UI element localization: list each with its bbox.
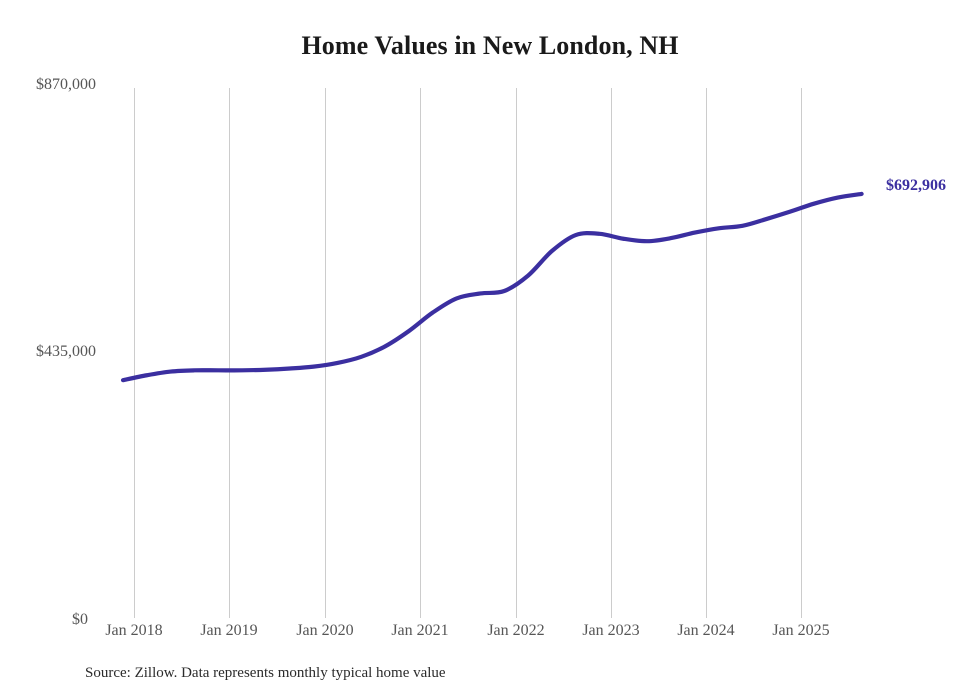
- x-axis-label-jan-2023: Jan 2023: [582, 622, 640, 639]
- x-axis-label-jan-2024: Jan 2024: [677, 622, 735, 639]
- x-axis-label-jan-2021: Jan 2021: [391, 622, 449, 639]
- page-title: Home Values in New London, NH: [301, 31, 679, 60]
- endpoint-value-annotation: $692,906: [886, 177, 946, 194]
- x-axis-label-jan-2022: Jan 2022: [487, 622, 545, 639]
- x-axis-label-jan-2019: Jan 2019: [200, 622, 258, 639]
- source-note: Source: Zillow. Data represents monthly …: [85, 665, 446, 681]
- home-value-line-series: [120, 191, 864, 383]
- y-axis-label-mid: $435,000: [36, 343, 96, 360]
- y-axis-label-max: $870,000: [36, 76, 96, 93]
- x-axis-label-jan-2018: Jan 2018: [105, 622, 163, 639]
- gridlines: [134, 88, 802, 618]
- y-axis-label-zero: $0: [72, 611, 88, 628]
- x-axis-label-jan-2020: Jan 2020: [296, 622, 354, 639]
- x-axis-label-jan-2025: Jan 2025: [772, 622, 830, 639]
